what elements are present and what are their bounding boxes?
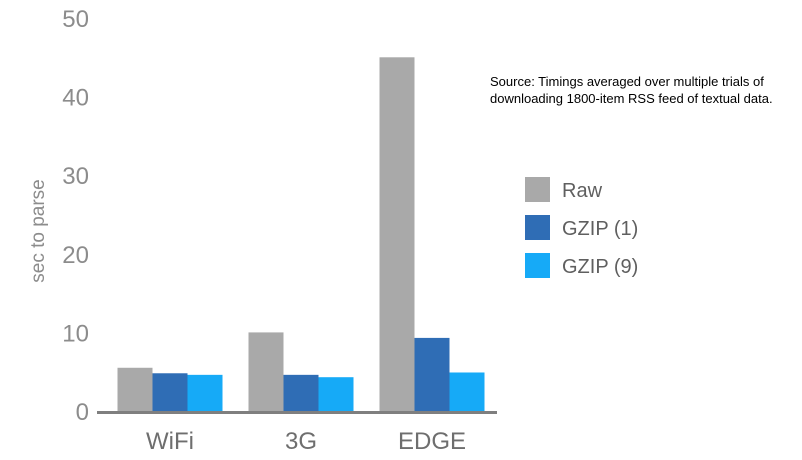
bar-3g-gzip-1: [283, 374, 319, 411]
bar-3g-raw: [248, 332, 284, 411]
source-line-2: downloading 1800-item RSS feed of textua…: [490, 91, 773, 106]
legend-item: GZIP (9): [525, 253, 638, 278]
legend-swatch: [525, 215, 550, 240]
y-axis-title: sec to parse: [28, 179, 49, 283]
source-annotation: Source: Timings averaged over multiple t…: [490, 73, 800, 107]
legend-label: GZIP (1): [562, 218, 638, 240]
x-tick-label: EDGE: [398, 428, 466, 455]
legend-item: GZIP (1): [525, 215, 638, 240]
x-tick-label: 3G: [285, 428, 317, 455]
y-tick-label: 20: [62, 242, 89, 269]
legend-label: Raw: [562, 180, 603, 202]
source-line-1: Source: Timings averaged over multiple t…: [490, 74, 764, 89]
bar-wifi-gzip-9: [187, 374, 223, 411]
bar-group-wifi: [117, 367, 223, 411]
bar-3g-gzip-9: [318, 377, 354, 411]
bars: [117, 57, 485, 412]
bar-edge-raw: [379, 57, 415, 412]
legend: Raw GZIP (1) GZIP (9): [525, 177, 638, 278]
x-tick-label: WiFi: [146, 428, 194, 455]
bar-group-edge: [379, 57, 485, 412]
legend-swatch: [525, 177, 550, 202]
y-tick-label: 10: [62, 320, 89, 347]
legend-swatch: [525, 253, 550, 278]
y-axis-ticks: 0 10 20 30 40 50: [62, 6, 89, 426]
legend-item: Raw: [525, 177, 603, 202]
legend-label: GZIP (9): [562, 256, 638, 278]
x-axis-labels: WiFi 3G EDGE: [146, 428, 466, 455]
bar-wifi-raw: [117, 367, 153, 411]
bar-wifi-gzip-1: [152, 373, 188, 411]
bar-edge-gzip-9: [449, 372, 485, 411]
bar-edge-gzip-1: [414, 337, 450, 411]
y-tick-label: 0: [76, 399, 89, 426]
bar-group-3g: [248, 332, 354, 411]
y-tick-label: 30: [62, 163, 89, 190]
y-tick-label: 50: [62, 6, 89, 33]
y-tick-label: 40: [62, 85, 89, 112]
